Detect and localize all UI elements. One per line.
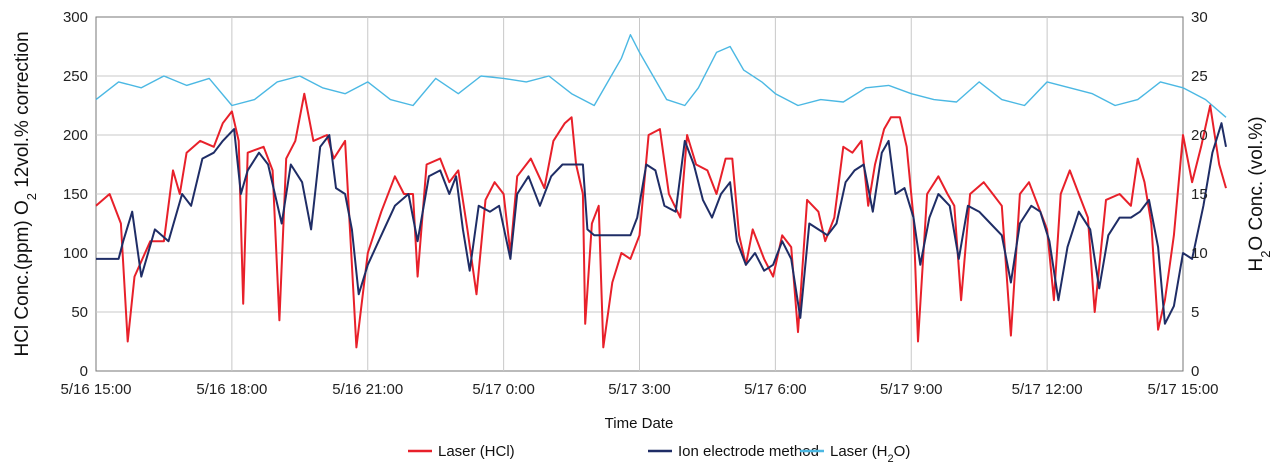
- legend-label: Ion electrode method: [678, 443, 819, 460]
- x-tick-label: 5/17 15:00: [1148, 381, 1219, 398]
- legend-label: Laser (H2O): [830, 443, 910, 465]
- series-group: [95, 34, 1227, 349]
- y-tick-label-right: 0: [1191, 363, 1199, 380]
- y-tick-label-left: 0: [80, 363, 88, 380]
- y-tick-label-left: 250: [63, 68, 88, 85]
- y-tick-label-right: 10: [1191, 245, 1208, 262]
- x-tick-label: 5/16 21:00: [332, 381, 403, 398]
- legend: Laser (HCl) Ion electrode method Laser (H2…: [408, 443, 910, 465]
- series-line-ion-electrode-method: [96, 122, 1227, 325]
- y-axis-right-ticks: 0 5 10 15 20 25 30: [1191, 9, 1208, 380]
- x-tick-label: 5/17 3:00: [608, 381, 671, 398]
- y-axis-left-title: HCl Conc.(ppm) O2 12vol.% correction: [12, 31, 39, 356]
- y-axis-right-title: H2O Conc. (vol.%): [1246, 116, 1273, 271]
- x-axis-ticks: 5/16 15:00 5/16 18:00 5/16 21:00 5/17 0:00 5…: [61, 381, 1219, 398]
- series-line-laser-h2o: [95, 34, 1227, 118]
- y-tick-label-left: 200: [63, 127, 88, 144]
- legend-label: Laser (HCl): [438, 443, 515, 460]
- x-axis-title: Time Date: [605, 415, 674, 432]
- y-tick-label-left: 100: [63, 245, 88, 262]
- x-tick-label: 5/16 15:00: [61, 381, 132, 398]
- y-tick-label-left: 150: [63, 186, 88, 203]
- y-tick-label-right: 15: [1191, 186, 1208, 203]
- y-tick-label-right: 5: [1191, 304, 1199, 321]
- y-tick-label-right: 30: [1191, 9, 1208, 26]
- y-tick-label-left: 300: [63, 9, 88, 26]
- y-tick-label-right: 25: [1191, 68, 1208, 85]
- y-tick-label-right: 20: [1191, 127, 1208, 144]
- y-axis-left-ticks: 0 50 100 150 200 250 300: [63, 9, 88, 380]
- x-tick-label: 5/17 9:00: [880, 381, 943, 398]
- x-tick-label: 5/17 6:00: [744, 381, 807, 398]
- x-tick-label: 5/17 12:00: [1012, 381, 1083, 398]
- x-tick-label: 5/16 18:00: [196, 381, 267, 398]
- x-tick-label: 5/17 0:00: [472, 381, 535, 398]
- y-tick-label-left: 50: [71, 304, 88, 321]
